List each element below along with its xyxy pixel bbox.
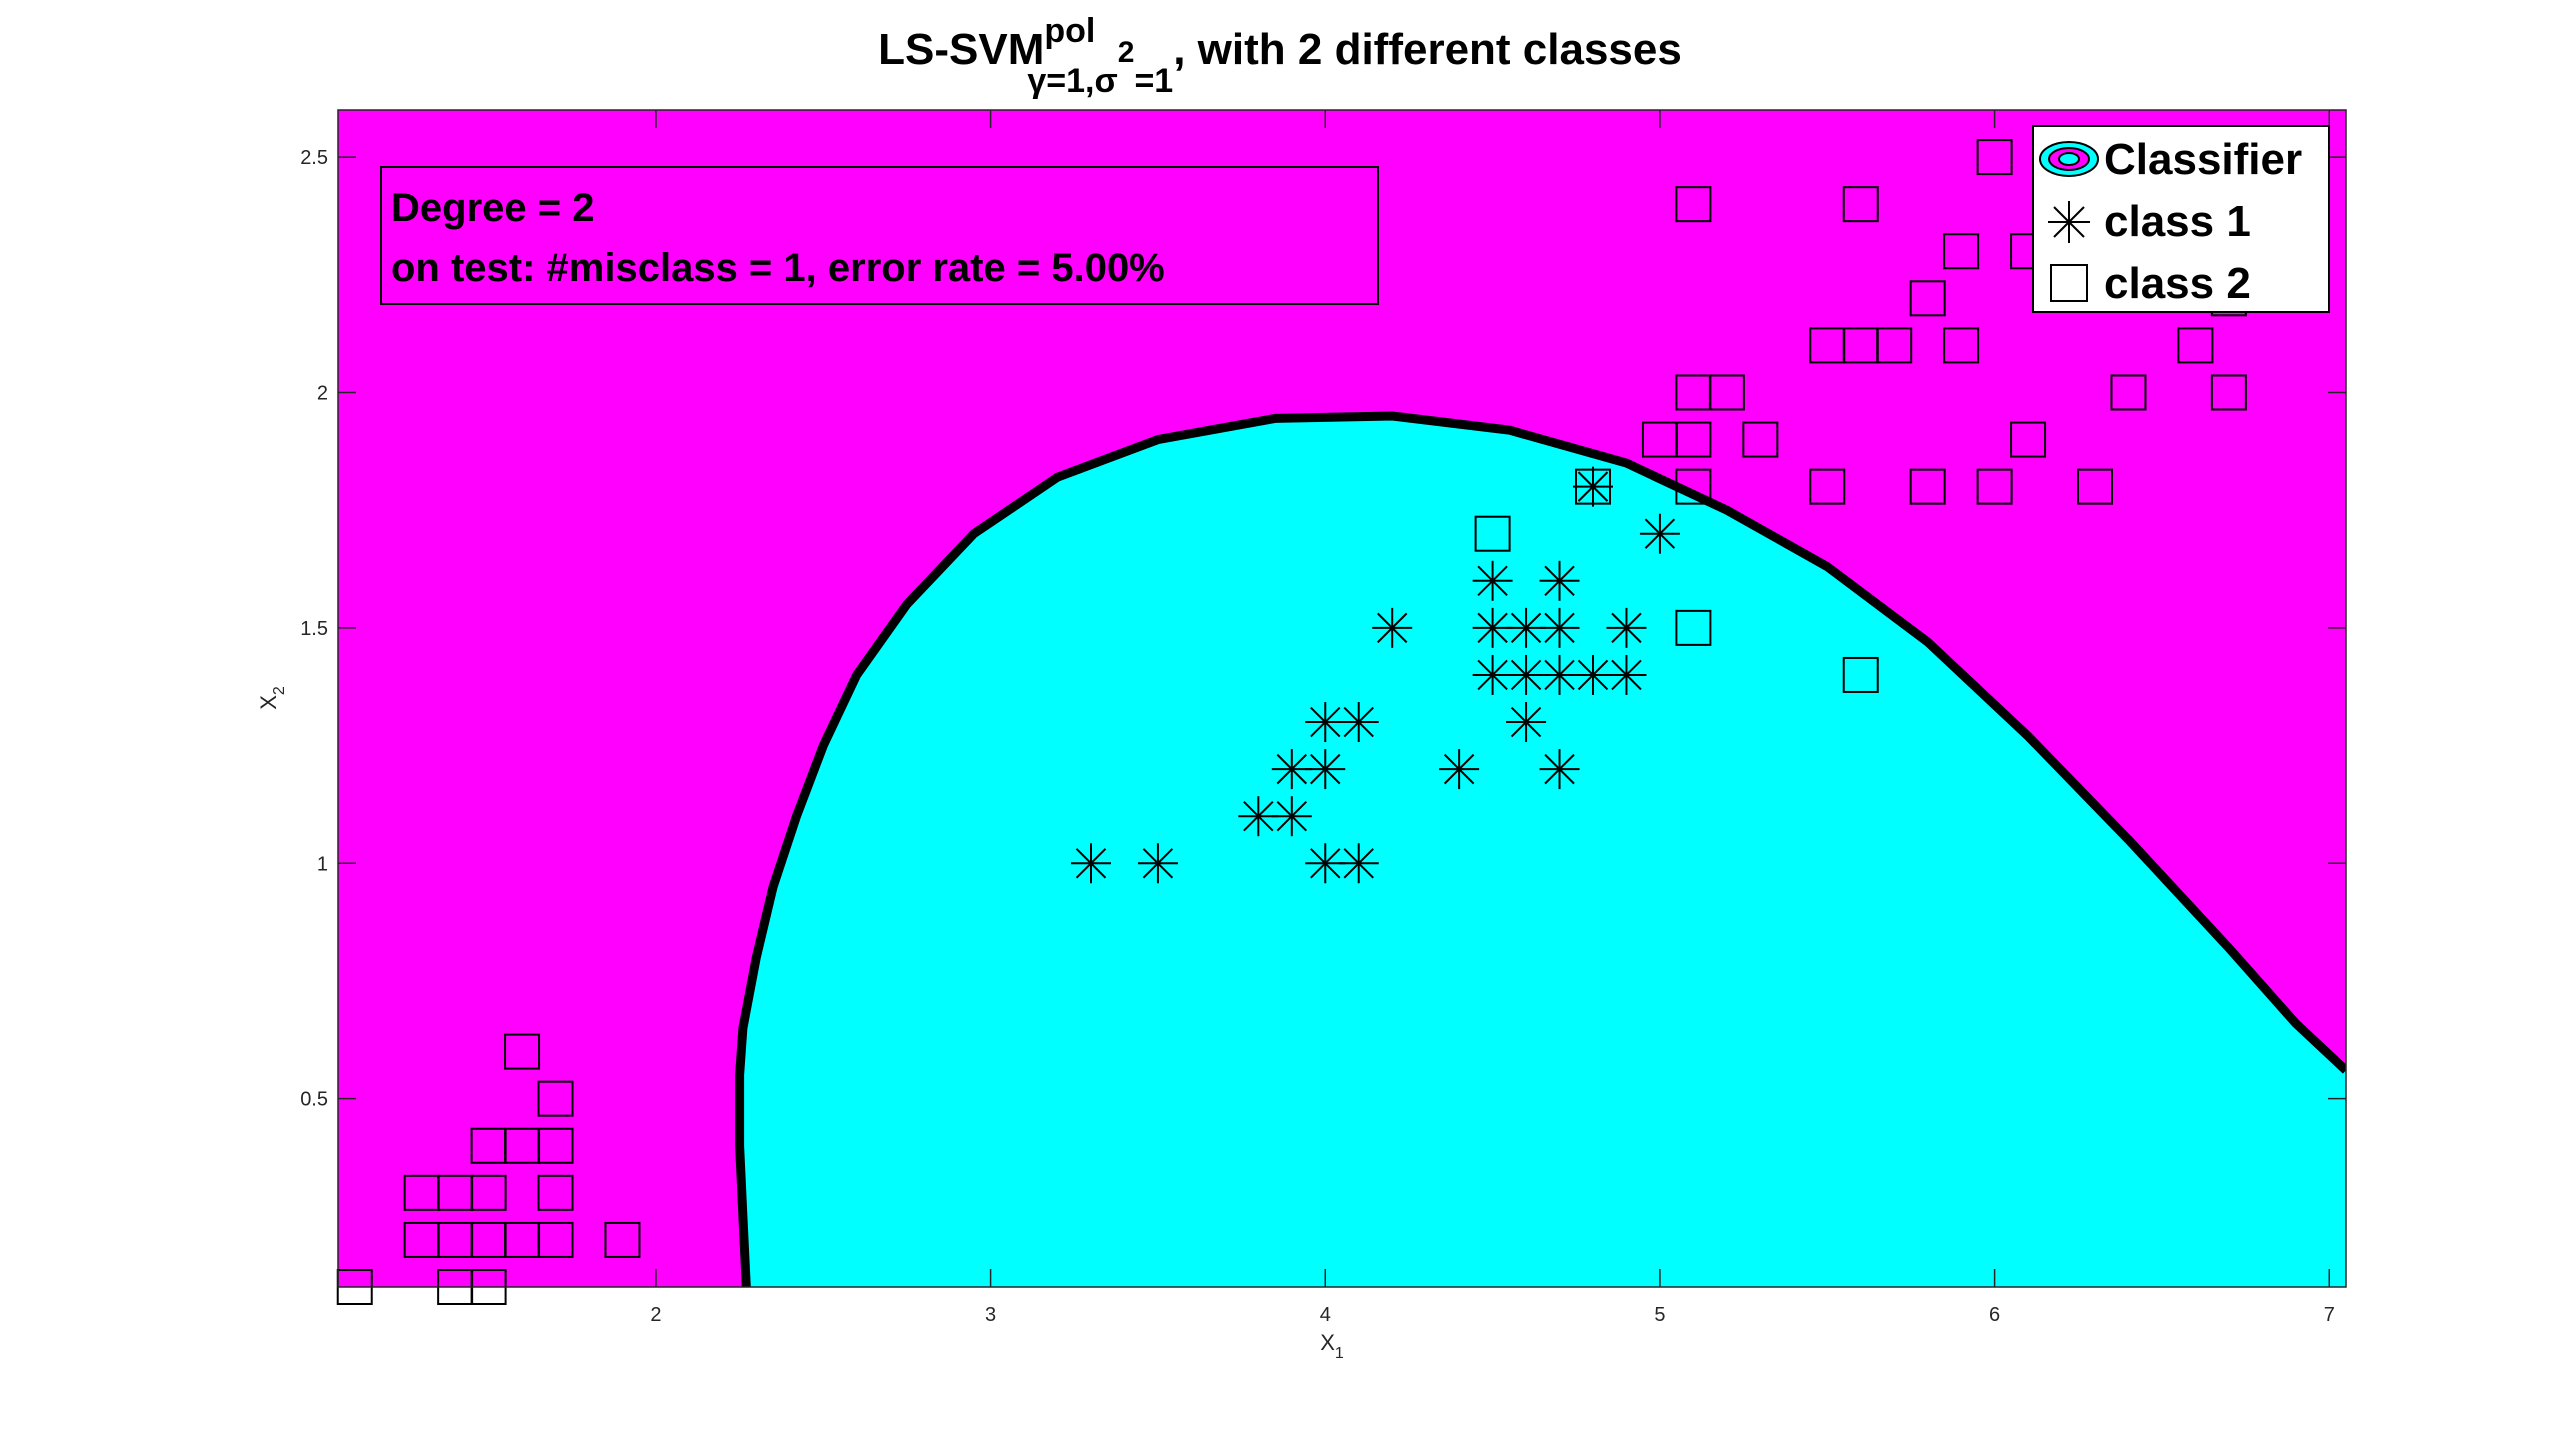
class1-point-6 xyxy=(1271,749,1312,790)
legend-classifier-icon xyxy=(2039,141,2099,177)
class2-point-37 xyxy=(1876,327,1913,364)
y-tick-label-3: 2 xyxy=(317,382,328,404)
x-tick-label-5: 7 xyxy=(2324,1304,2335,1326)
title-subscript-sigma-exp: 2 xyxy=(1118,36,1135,69)
y-axis-label: X2 xyxy=(256,686,288,710)
class1-point-16 xyxy=(1573,654,1613,695)
class1-point-22 xyxy=(1606,607,1647,648)
title-superscript: pol xyxy=(1044,12,1095,50)
annotation-box: Degree = 2 on test: #misclass = 1, error… xyxy=(380,166,1379,305)
class2-point-29 xyxy=(1742,421,1779,458)
y-tick-label-2: 1.5 xyxy=(300,618,328,640)
class2-point-38 xyxy=(1943,327,1980,364)
y-tick-label-1: 1 xyxy=(317,853,328,875)
decision-boundary xyxy=(735,411,2346,1287)
class1-point-24 xyxy=(1539,560,1580,601)
class1-point-14 xyxy=(1506,654,1547,695)
class1-point-7 xyxy=(1305,749,1346,790)
class1-point-3 xyxy=(1338,843,1379,884)
x-tick-label-3: 5 xyxy=(1654,1304,1665,1326)
class2-point-8 xyxy=(604,1221,641,1258)
plot-area: 2 3 4 5 6 7 0.5 1 1.5 2 2.5 xyxy=(300,109,2347,1326)
annotation-line-1: Degree = 2 xyxy=(391,186,594,230)
legend-label-class2: class 2 xyxy=(2104,259,2251,308)
title-suffix: , with 2 different classes xyxy=(1173,25,1682,74)
ticks-layer: 2 3 4 5 6 7 0.5 1 1.5 2 2.5 xyxy=(300,110,2346,1326)
class1-point-2 xyxy=(1305,843,1346,884)
class1-point-17 xyxy=(1606,654,1647,695)
class2-point-18 xyxy=(1842,656,1879,693)
class1-point-11 xyxy=(1338,702,1379,743)
class2-point-33 xyxy=(2110,374,2147,411)
class1-point-1 xyxy=(1137,843,1178,884)
y-tick-label-4: 2.5 xyxy=(300,147,328,169)
class2-point-20 xyxy=(1474,515,1511,552)
classifier-region xyxy=(739,416,2346,1287)
class2-point-23 xyxy=(1809,468,1846,505)
class2-point-46 xyxy=(1976,139,2013,176)
class2-point-28 xyxy=(1675,421,1712,458)
class1-point-15 xyxy=(1539,654,1580,695)
class2-point-11 xyxy=(470,1174,507,1211)
y-tick-label-0: 0.5 xyxy=(300,1089,328,1111)
x-axis-label-base: X xyxy=(1320,1330,1335,1355)
title-subscript-rest: =1 xyxy=(1134,62,1173,100)
legend-label-class1: class 1 xyxy=(2104,197,2251,246)
class2-point-15 xyxy=(537,1127,574,1164)
class2-point-40 xyxy=(1909,280,1946,317)
y-axis-label-sub: 2 xyxy=(271,686,288,695)
class1-point-4 xyxy=(1238,796,1279,837)
annotation-line-2: on test: #misclass = 1, error rate = 5.0… xyxy=(391,246,1165,290)
class2-point-12 xyxy=(537,1174,574,1211)
class1-point-9 xyxy=(1539,749,1580,790)
class1-point-21 xyxy=(1539,607,1580,648)
class2-point-24 xyxy=(1909,468,1946,505)
class1-point-12 xyxy=(1506,702,1547,743)
class1-point-26 xyxy=(1573,466,1613,507)
class2-point-39 xyxy=(2177,327,2214,364)
markers-layer xyxy=(336,139,2247,1305)
class2-point-17 xyxy=(504,1033,541,1070)
x-axis-label-sub: 1 xyxy=(1335,1345,1344,1362)
class2-point-22 xyxy=(1675,468,1712,505)
legend-class2-icon xyxy=(2050,264,2088,302)
class2-point-30 xyxy=(2010,421,2047,458)
legend: Classifier class 1 class 2 xyxy=(2032,125,2330,313)
class1-point-23 xyxy=(1472,560,1513,601)
class1-point-18 xyxy=(1372,607,1413,648)
class2-point-21 xyxy=(1575,468,1611,505)
class1-point-5 xyxy=(1271,796,1312,837)
class2-point-44 xyxy=(1675,186,1712,223)
class1-point-13 xyxy=(1472,654,1513,695)
y-axis-label-base: X xyxy=(256,695,281,710)
class2-point-19 xyxy=(1675,609,1712,646)
class2-point-32 xyxy=(1708,374,1745,411)
class2-point-42 xyxy=(1943,233,1980,270)
x-tick-label-0: 2 xyxy=(650,1304,661,1326)
class1-point-25 xyxy=(1639,513,1680,554)
class2-point-7 xyxy=(537,1221,574,1258)
axes-frame xyxy=(337,109,2347,1288)
legend-class1-icon xyxy=(2048,201,2090,243)
class1-point-20 xyxy=(1506,607,1547,648)
class1-point-10 xyxy=(1305,702,1346,743)
title-main: LS-SVM xyxy=(878,25,1044,74)
x-axis-label: X1 xyxy=(1320,1330,1344,1362)
class2-point-34 xyxy=(2210,374,2247,411)
title-subscript-gamma: γ=1, xyxy=(1027,62,1094,100)
class1-point-0 xyxy=(1071,843,1111,884)
class1-point-8 xyxy=(1439,749,1480,790)
chart-title: LS-SVMpol γ=1,σ2=1, with 2 different clas… xyxy=(878,12,1682,100)
class1-point-19 xyxy=(1472,607,1513,648)
x-tick-label-1: 3 xyxy=(985,1304,996,1326)
class2-point-26 xyxy=(2077,468,2113,505)
title-subscript-sigma: σ xyxy=(1095,62,1118,100)
class2-point-16 xyxy=(537,1080,574,1117)
legend-label-classifier: Classifier xyxy=(2104,135,2302,184)
x-tick-label-4: 6 xyxy=(1989,1304,2000,1326)
class2-point-25 xyxy=(1976,468,2013,505)
class2-point-45 xyxy=(1842,186,1879,223)
x-tick-label-2: 4 xyxy=(1320,1304,1331,1326)
